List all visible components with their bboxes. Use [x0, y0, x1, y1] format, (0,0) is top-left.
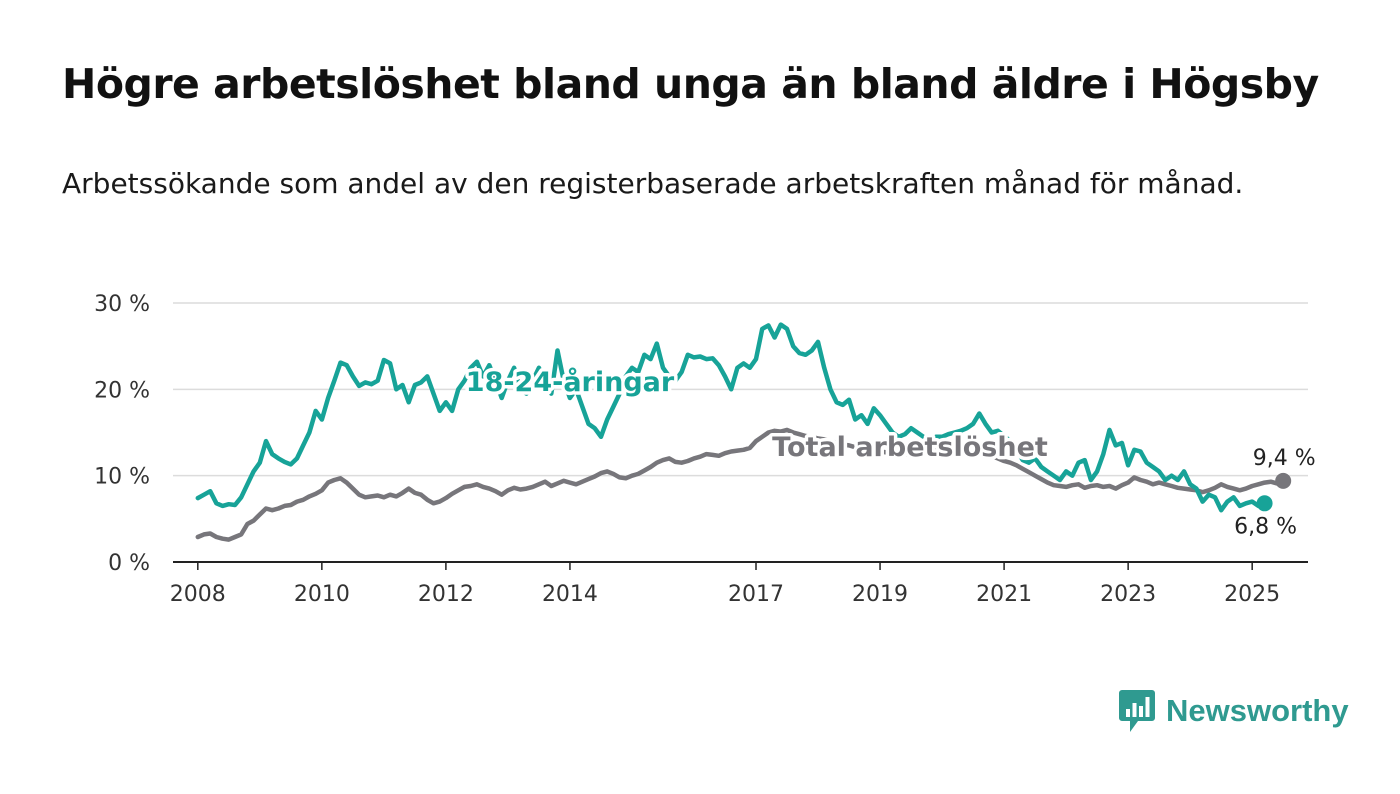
grid-lines — [173, 302, 1308, 477]
y-tick-label: 0 % — [108, 551, 150, 576]
x-tick-label: 2010 — [294, 582, 350, 607]
x-tick-label: 2025 — [1224, 582, 1280, 607]
x-tick-label: 2021 — [976, 582, 1032, 607]
x-tick-label: 2017 — [728, 582, 784, 607]
chart-title: Högre arbetslöshet bland unga än bland ä… — [62, 60, 1319, 108]
axes: 0 % 10 % 20 % 30 % 2008 2010 2012 2014 2017 2019 2… — [94, 292, 1308, 607]
x-tick-label: 2012 — [418, 582, 474, 607]
y-tick-label: 10 % — [94, 465, 150, 490]
newsworthy-logo: Newsworthy — [1118, 688, 1349, 734]
y-tick-label: 20 % — [94, 378, 150, 403]
series-name-label: 18-24-åringar — [466, 366, 675, 398]
series-labels: 6,8 % 9,4 % 18-24-åringar Total arbetslöshe… — [462, 363, 1316, 540]
brand-name: Newsworthy — [1166, 693, 1349, 728]
y-tick-label: 30 % — [94, 292, 150, 317]
x-tick-label: 2014 — [542, 582, 598, 607]
end-point-marker — [1256, 495, 1273, 512]
series-line-1 — [195, 427, 1286, 542]
series-line-0 — [195, 322, 1267, 513]
x-tick-label: 2023 — [1100, 582, 1156, 607]
x-tick-label: 2008 — [170, 582, 226, 607]
chart-subtitle: Arbetssökande som andel av den registerb… — [62, 167, 1244, 200]
x-tick-label: 2019 — [852, 582, 908, 607]
end-value-label: 9,4 % — [1253, 446, 1316, 471]
end-point-marker — [1275, 472, 1292, 489]
series-lines — [195, 322, 1286, 542]
end-value-label: 6,8 % — [1234, 514, 1297, 539]
series-name-label: Total arbetslöshet — [772, 432, 1048, 463]
bar-chart-icon — [1119, 690, 1155, 732]
